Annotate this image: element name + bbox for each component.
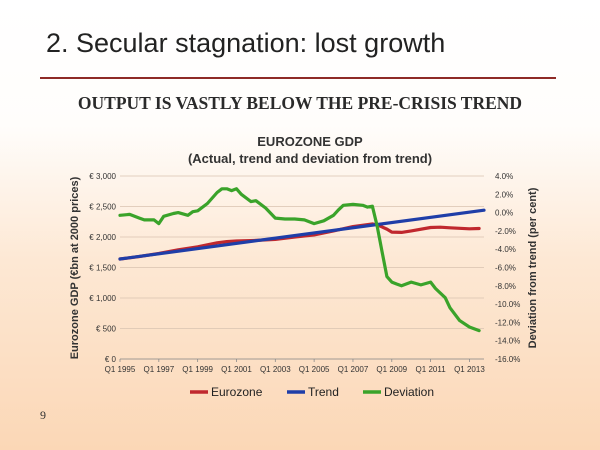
x-tick-label: Q1 2013 xyxy=(454,365,485,374)
legend-label-deviation: Deviation xyxy=(384,385,434,399)
x-tick-label: Q1 1997 xyxy=(143,365,174,374)
x-tick-label: Q1 2007 xyxy=(338,365,369,374)
series-line-deviation xyxy=(118,187,481,333)
chart-title: EUROZONE GDP xyxy=(257,134,363,149)
y2-tick-label: 0.0% xyxy=(495,209,513,218)
y-tick-label: € 0 xyxy=(105,355,117,364)
x-tick-label: Q1 1999 xyxy=(182,365,213,374)
y2-tick-label: -4.0% xyxy=(495,245,516,254)
y2-tick-label: -10.0% xyxy=(495,300,520,309)
gridlines xyxy=(120,175,484,360)
x-axis-ticks: Q1 1995 Q1 1997 Q1 1999 Q1 2001 Q1 2003 Q1 20… xyxy=(105,359,485,374)
y-axis-title: Eurozone GDP (€bn at 2000 prices) xyxy=(69,176,81,359)
page-number: 9 xyxy=(40,408,46,422)
y2-tick-label: 2.0% xyxy=(495,190,513,199)
y-axis-ticks: € 0 € 500 € 1,000 € 1,500 € 2,000 € 2,500 € 3,… xyxy=(89,172,116,364)
y2-tick-label: -14.0% xyxy=(495,337,520,346)
series-line-eurozone xyxy=(118,222,481,261)
x-tick-label: Q1 2003 xyxy=(260,365,291,374)
y2-axis-ticks: -16.0% -14.0% -12.0% -10.0% -8.0% -6.0% -4.0% -… xyxy=(495,172,520,364)
chart-subtitle: (Actual, trend and deviation from trend) xyxy=(188,151,432,166)
y2-axis-title: Deviation from trend (per cent) xyxy=(527,187,539,348)
x-tick-label: Q1 2001 xyxy=(221,365,252,374)
x-tick-label: Q1 2011 xyxy=(416,365,447,374)
y2-tick-label: -16.0% xyxy=(495,355,520,364)
series-lines xyxy=(118,187,486,333)
chart-legend: Eurozone Trend Deviation xyxy=(190,385,434,399)
title-divider xyxy=(40,77,556,79)
slide-headline: OUTPUT IS VASTLY BELOW THE PRE-CRISIS TR… xyxy=(77,93,523,113)
y-tick-label: € 1,000 xyxy=(89,294,116,303)
slide-title: 2. Secular stagnation: lost growth xyxy=(46,28,446,58)
y-tick-label: € 1,500 xyxy=(89,264,116,273)
y-tick-label: € 2,500 xyxy=(89,203,116,212)
y-tick-label: € 3,000 xyxy=(89,172,116,181)
x-tick-label: Q1 2005 xyxy=(299,365,330,374)
legend-label-trend: Trend xyxy=(308,385,339,399)
y2-tick-label: 4.0% xyxy=(495,172,513,181)
y2-tick-label: -6.0% xyxy=(495,264,516,273)
x-tick-label: Q1 1995 xyxy=(105,365,136,374)
y-tick-label: € 500 xyxy=(96,325,117,334)
x-tick-label: Q1 2009 xyxy=(376,365,407,374)
y2-tick-label: -12.0% xyxy=(495,318,520,327)
series-line-trend xyxy=(118,208,486,261)
legend-label-eurozone: Eurozone xyxy=(211,385,263,399)
y2-tick-label: -8.0% xyxy=(495,282,516,291)
y2-tick-label: -2.0% xyxy=(495,227,516,236)
y-tick-label: € 2,000 xyxy=(89,233,116,242)
